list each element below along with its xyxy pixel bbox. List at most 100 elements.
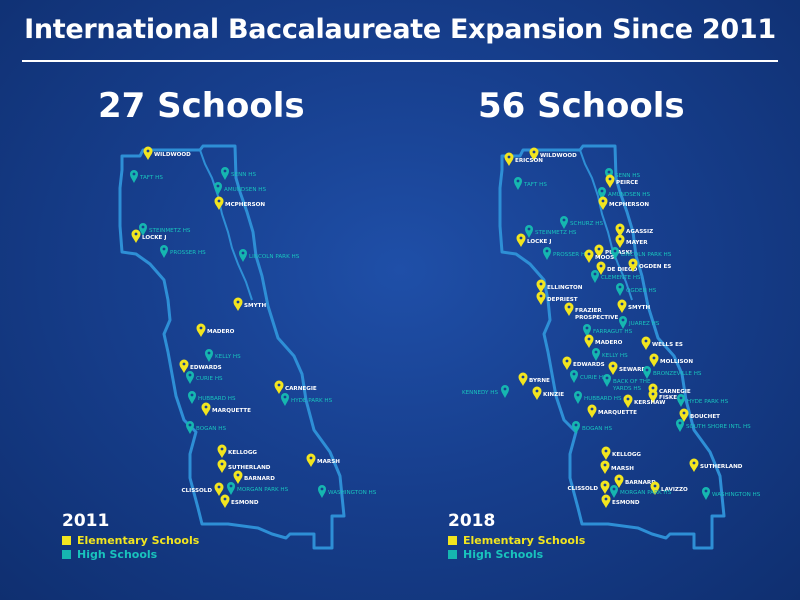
map-pin-icon: [281, 393, 289, 406]
school-label: KERSHAW: [634, 400, 665, 406]
school-marker-kinzie: KINZIE: [532, 386, 564, 400]
school-label: SENN HS: [231, 172, 256, 178]
school-marker-morgan-park-hs: MORGAN PARK HS: [610, 485, 672, 498]
map-pin-icon: [616, 283, 624, 296]
map-pin-icon: [572, 421, 580, 434]
map-pin-icon: [186, 421, 194, 434]
school-label: MORGAN PARK HS: [620, 490, 672, 496]
school-marker-edwards: EDWARDS: [562, 356, 605, 370]
school-marker-south-shore-intl-hs: SOUTH SHORE INTL HS: [676, 419, 751, 432]
school-marker-clemente-hs: CLEMENTE HS: [591, 270, 641, 283]
map-pin-icon: [649, 353, 659, 367]
school-marker-lavizzo: LAVIZZO: [650, 481, 688, 495]
map-2011: WILDWOOD TAFT HS SENN HS AMUNDSEN HS MCPHERS…: [118, 144, 377, 550]
map-pin-icon: [214, 196, 224, 210]
school-marker-kennedy-hs: KENNEDY HS: [462, 385, 509, 398]
school-label: BACK OF THE: [613, 379, 651, 385]
map-pin-icon: [214, 182, 222, 195]
school-marker-senn-hs: SENN HS: [605, 168, 640, 181]
school-label: KELLY HS: [602, 353, 628, 359]
map-pin-icon: [139, 223, 147, 236]
map-pin-icon: [143, 146, 153, 160]
school-label: SMYTH: [628, 305, 650, 311]
legend-high-2011: High Schools: [62, 548, 199, 561]
map-pin-icon: [601, 446, 611, 460]
map-pin-icon: [217, 459, 227, 473]
school-marker-mayer: MAYER: [615, 234, 648, 248]
map-pin-icon: [702, 487, 710, 500]
school-marker-taft-hs: TAFT HS: [130, 170, 163, 183]
school-label: SCHURZ HS: [570, 221, 603, 227]
school-marker-smyth: SMYTH: [617, 299, 650, 313]
map-pin-icon: [598, 196, 608, 210]
river-2018: [579, 149, 633, 301]
legend-elementary-label: Elementary Schools: [77, 534, 200, 547]
school-marker-hyde-park-hs: HYDE PARK HS: [281, 393, 333, 406]
school-marker-carnegie: CARNEGIE: [274, 380, 317, 394]
school-marker-de-diego: DE DIEGO: [596, 261, 638, 275]
map-pin-icon: [592, 348, 600, 361]
school-marker-kelly-hs: KELLY HS: [205, 349, 241, 362]
map-pin-icon: [603, 374, 611, 387]
school-label: HYDE PARK HS: [291, 398, 333, 404]
school-label: CURIE HS: [196, 376, 223, 382]
school-label: YARDS HS: [612, 386, 642, 392]
school-marker-peirce: PEIRCE: [605, 174, 638, 188]
school-label: MARQUETTE: [212, 408, 251, 414]
school-marker-madero: MADERO: [196, 323, 235, 337]
map-pin-icon: [205, 349, 213, 362]
school-label: CLISSOLD: [567, 486, 598, 492]
map-pin-icon: [318, 485, 326, 498]
map-pin-icon: [514, 177, 522, 190]
school-label: BARNARD: [625, 480, 656, 486]
school-marker-curie-hs: CURIE HS: [186, 371, 223, 384]
school-label: LAVIZZO: [661, 487, 688, 493]
school-label: SENN HS: [615, 173, 640, 179]
map-pin-icon: [584, 249, 594, 263]
school-label: WASHINGTON HS: [328, 490, 377, 496]
school-label: JUAREZ HS: [628, 321, 660, 327]
school-label: CARNEGIE: [285, 386, 317, 392]
school-marker-barnard: BARNARD: [233, 470, 275, 484]
school-marker-kelly-hs: KELLY HS: [592, 348, 628, 361]
map-pin-icon: [615, 234, 625, 248]
map-pin-icon: [610, 485, 618, 498]
school-label: AMUNDSEN HS: [608, 192, 650, 198]
high-swatch: [62, 550, 71, 559]
map-pin-icon: [608, 361, 618, 375]
map-pin-icon: [594, 244, 604, 258]
map-pin-icon: [560, 216, 568, 229]
school-marker-wildwood: WILDWOOD: [529, 147, 577, 161]
school-label: OGDEN ES: [639, 264, 671, 270]
map-pin-icon: [614, 474, 624, 488]
school-label: WELLS ES: [652, 342, 683, 348]
school-marker-kellogg: KELLOGG: [217, 444, 257, 458]
school-label: CARNEGIE: [659, 389, 691, 395]
school-marker-marquette: MARQUETTE: [201, 402, 251, 416]
school-label: DE DIEGO: [607, 267, 638, 273]
map-pin-icon: [679, 408, 689, 422]
school-label: MAYER: [626, 240, 648, 246]
map-pin-icon: [201, 402, 211, 416]
school-marker-bouchet: BOUCHET: [679, 408, 720, 422]
school-label: FRAZIER: [575, 308, 602, 314]
school-label: LOCKE J: [142, 235, 166, 241]
map-pin-icon: [584, 334, 594, 348]
school-marker-moos: MOOS: [584, 249, 614, 263]
school-label: FISKE: [659, 395, 677, 401]
legend-elementary-label: Elementary Schools: [463, 534, 586, 547]
school-marker-morgan-park-hs: MORGAN PARK HS: [227, 482, 289, 495]
map-pin-icon: [601, 494, 611, 508]
map-pin-icon: [179, 359, 189, 373]
school-marker-ericson: ERICSON: [504, 152, 543, 166]
map-pin-icon: [650, 481, 660, 495]
map-pin-icon: [217, 444, 227, 458]
school-label: LINCOLN PARK HS: [249, 254, 300, 260]
school-count-2011: 27 Schools: [98, 86, 305, 126]
school-marker-steinmetz-hs: STEINMETZ HS: [525, 225, 577, 238]
map-pin-icon: [605, 174, 615, 188]
school-label: HYDE PARK HS: [687, 399, 729, 405]
school-label: SUTHERLAND: [228, 465, 271, 471]
